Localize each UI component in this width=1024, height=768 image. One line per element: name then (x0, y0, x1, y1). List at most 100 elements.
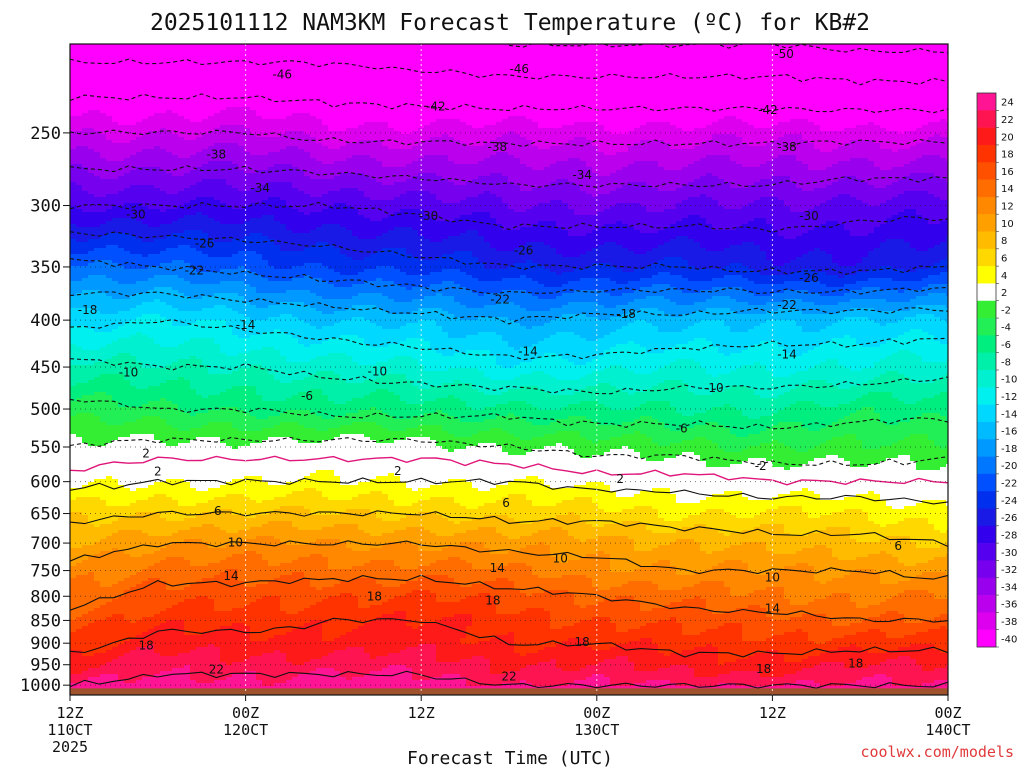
temperature-cell (94, 245, 101, 249)
temperature-cell (100, 476, 107, 480)
temperature-cell (88, 662, 95, 666)
temperature-cell (76, 68, 83, 72)
temperature-cell (88, 125, 95, 129)
temperature-cell (88, 83, 95, 87)
temperature-cell (94, 485, 101, 489)
temperature-cell (106, 257, 113, 261)
temperature-cell (94, 353, 101, 357)
temperature-cell (94, 176, 101, 180)
temperature-cell (70, 71, 77, 75)
temperature-cell (94, 185, 101, 189)
temperature-cell (94, 581, 101, 585)
temperature-cell (94, 344, 101, 348)
temperature-cell (76, 425, 83, 429)
temperature-cell (100, 413, 107, 417)
temperature-cell (94, 587, 101, 591)
temperature-cell (88, 320, 95, 324)
temperature-cell (100, 191, 107, 195)
temperature-cell (94, 416, 101, 420)
temperature-cell (94, 209, 101, 213)
temperature-cell (76, 644, 83, 648)
temperature-cell (76, 170, 83, 174)
temperature-cell (70, 344, 77, 348)
temperature-cell (76, 134, 83, 138)
temperature-cell (88, 68, 95, 72)
temperature-cell (76, 182, 83, 186)
temperature-cell (82, 53, 89, 57)
temperature-cell (94, 257, 101, 261)
temperature-cell (100, 86, 107, 90)
temperature-cell (100, 674, 107, 678)
temperature-cell (100, 383, 107, 387)
temperature-cell (70, 545, 77, 549)
temperature-cell (82, 422, 89, 426)
temperature-cell (94, 506, 101, 510)
temperature-cell (94, 632, 101, 636)
temperature-cell (94, 515, 101, 519)
temperature-cell (100, 581, 107, 585)
temperature-cell (88, 428, 95, 432)
temperature-cell (88, 242, 95, 246)
temperature-cell (70, 146, 77, 150)
temperature-cell (70, 350, 77, 354)
temperature-cell (106, 254, 113, 258)
temperature-cell (82, 644, 89, 648)
temperature-cell (76, 377, 83, 381)
temperature-cell (94, 455, 101, 459)
temperature-cell (76, 434, 83, 438)
temperature-cell (82, 245, 89, 249)
temperature-cell (70, 143, 77, 147)
temperature-cell (70, 191, 77, 195)
temperature-cell (70, 503, 77, 507)
temperature-cell (94, 419, 101, 423)
temperature-cell (88, 347, 95, 351)
temperature-cell (94, 407, 101, 411)
temperature-cell (70, 254, 77, 258)
temperature-cell (70, 65, 77, 69)
temperature-cell (106, 197, 113, 201)
temperature-cell (88, 590, 95, 594)
temperature-cell (70, 647, 77, 651)
temperature-cell (70, 377, 77, 381)
temperature-cell (88, 278, 95, 282)
temperature-cell (82, 392, 89, 396)
temperature-cell (106, 335, 113, 339)
temperature-cell (88, 407, 95, 411)
temperature-cell (76, 623, 83, 627)
temperature-cell (94, 104, 101, 108)
temperature-cell (100, 638, 107, 642)
temperature-cell (94, 77, 101, 81)
temperature-cell (100, 128, 107, 132)
temperature-cell (70, 137, 77, 141)
temperature-cell (106, 332, 113, 336)
temperature-cell (82, 551, 89, 555)
temperature-cell (100, 527, 107, 531)
temperature-cell (100, 248, 107, 252)
temperature-cell (88, 299, 95, 303)
temperature-cell (82, 509, 89, 513)
temperature-cell (94, 212, 101, 216)
temperature-cell (94, 527, 101, 531)
temperature-cell (70, 368, 77, 372)
temperature-cell (76, 92, 83, 96)
temperature-cell (82, 668, 89, 672)
temperature-cell (100, 53, 107, 57)
temperature-cell (94, 125, 101, 129)
temperature-cell (106, 191, 113, 195)
temperature-cell (94, 563, 101, 567)
temperature-cell (106, 242, 113, 246)
temperature-cell (82, 113, 89, 117)
temperature-cell (94, 320, 101, 324)
temperature-cell (88, 644, 95, 648)
temperature-cell (100, 182, 107, 186)
temperature-cell (94, 98, 101, 102)
temperature-cell (70, 449, 77, 453)
temperature-cell (88, 245, 95, 249)
temperature-cell (100, 503, 107, 507)
temperature-cell (70, 575, 77, 579)
temperature-cell (76, 317, 83, 321)
temperature-cell (70, 440, 77, 444)
temperature-cell (100, 176, 107, 180)
temperature-cell (88, 224, 95, 228)
temperature-cell (82, 173, 89, 177)
